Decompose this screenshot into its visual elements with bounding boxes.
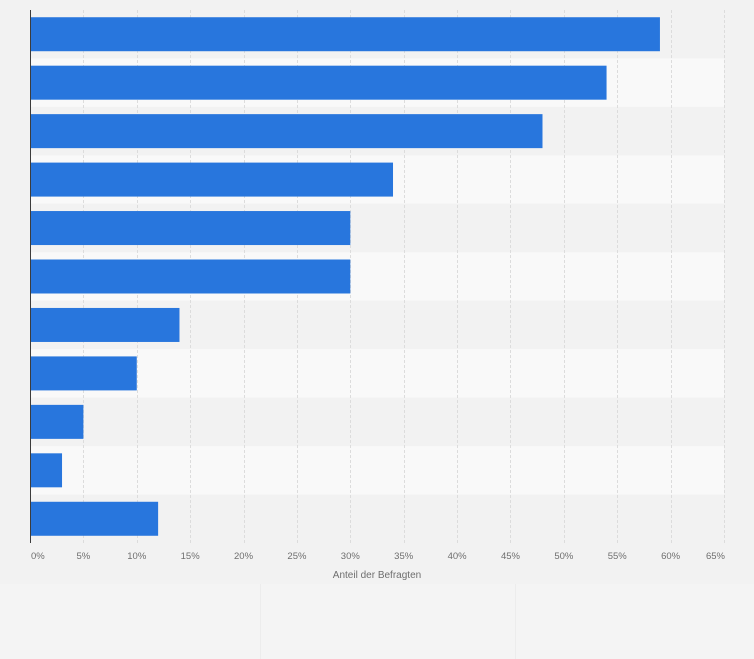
x-tick-label: 55% xyxy=(608,551,628,562)
bar[interactable] xyxy=(30,501,159,536)
x-tick-label: 25% xyxy=(287,551,307,562)
x-axis-title: Anteil der Befragten xyxy=(333,570,421,581)
x-tick-label: 0% xyxy=(31,551,45,562)
x-tick-label: 60% xyxy=(661,551,681,562)
x-tick-label: 20% xyxy=(234,551,254,562)
row-band xyxy=(30,397,724,447)
x-tick-label: 30% xyxy=(341,551,361,562)
bar[interactable] xyxy=(30,453,63,488)
bar[interactable] xyxy=(30,162,394,197)
row-band xyxy=(30,349,724,398)
x-tick-label: 35% xyxy=(394,551,414,562)
row-band xyxy=(30,446,724,495)
bar[interactable] xyxy=(30,404,84,439)
bar[interactable] xyxy=(30,356,137,391)
bar[interactable] xyxy=(30,114,543,149)
bar[interactable] xyxy=(30,259,351,294)
bar[interactable] xyxy=(30,65,607,100)
footer-area xyxy=(0,584,754,659)
bars xyxy=(30,17,660,536)
x-axis-tick-labels: 0% 5% 10% 15% 20% 25% 30% 35% 40% 45% 50% 55% 60% 65% xyxy=(31,551,726,562)
x-tick-label: 15% xyxy=(181,551,201,562)
x-tick-label: 5% xyxy=(77,551,91,562)
x-tick-label: 10% xyxy=(127,551,147,562)
x-tick-label: 40% xyxy=(448,551,468,562)
bar[interactable] xyxy=(30,211,351,246)
x-tick-label: 65% xyxy=(706,551,726,562)
bar[interactable] xyxy=(30,17,660,52)
x-tick-label: 50% xyxy=(554,551,574,562)
bar[interactable] xyxy=(30,307,180,342)
x-tick-label: 45% xyxy=(501,551,521,562)
